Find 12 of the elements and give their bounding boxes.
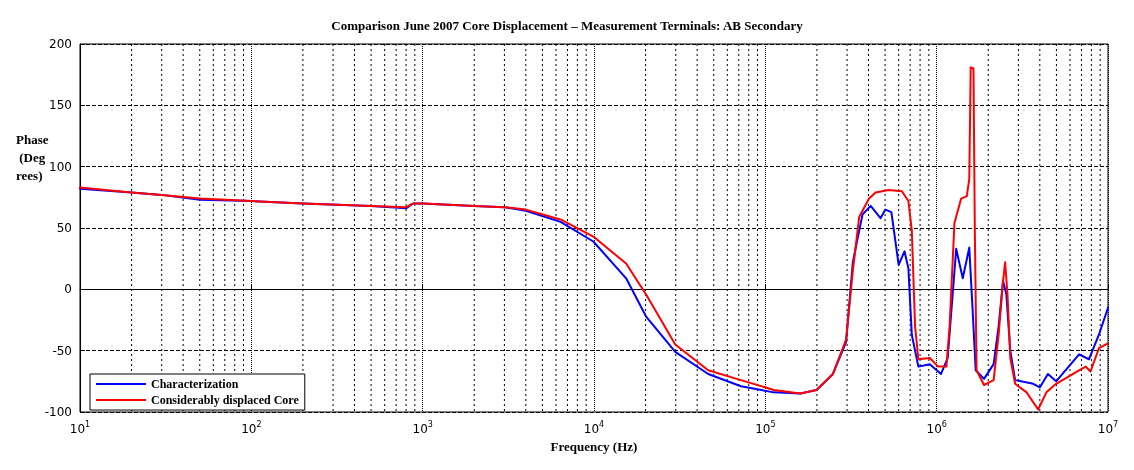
chart-title: Comparison June 2007 Core Displacement – Measurement Terminals: AB Secondary <box>331 18 804 33</box>
y-axis-title: Phase (Degrees) <box>16 131 49 183</box>
y-tick-label: 0 <box>64 282 72 297</box>
y-tick-label: 150 <box>49 98 72 113</box>
y-tick-label: -100 <box>44 405 72 419</box>
y-tick-label: 100 <box>49 159 72 174</box>
legend-label: Considerably displaced Core <box>151 393 300 407</box>
y-tick-label: -50 <box>52 343 72 358</box>
y-tick-label: 50 <box>56 221 72 235</box>
x-axis-title: Frequency (Hz) <box>550 438 638 454</box>
y-tick-label: 200 <box>49 37 72 51</box>
legend-label: Characterization <box>151 377 239 391</box>
